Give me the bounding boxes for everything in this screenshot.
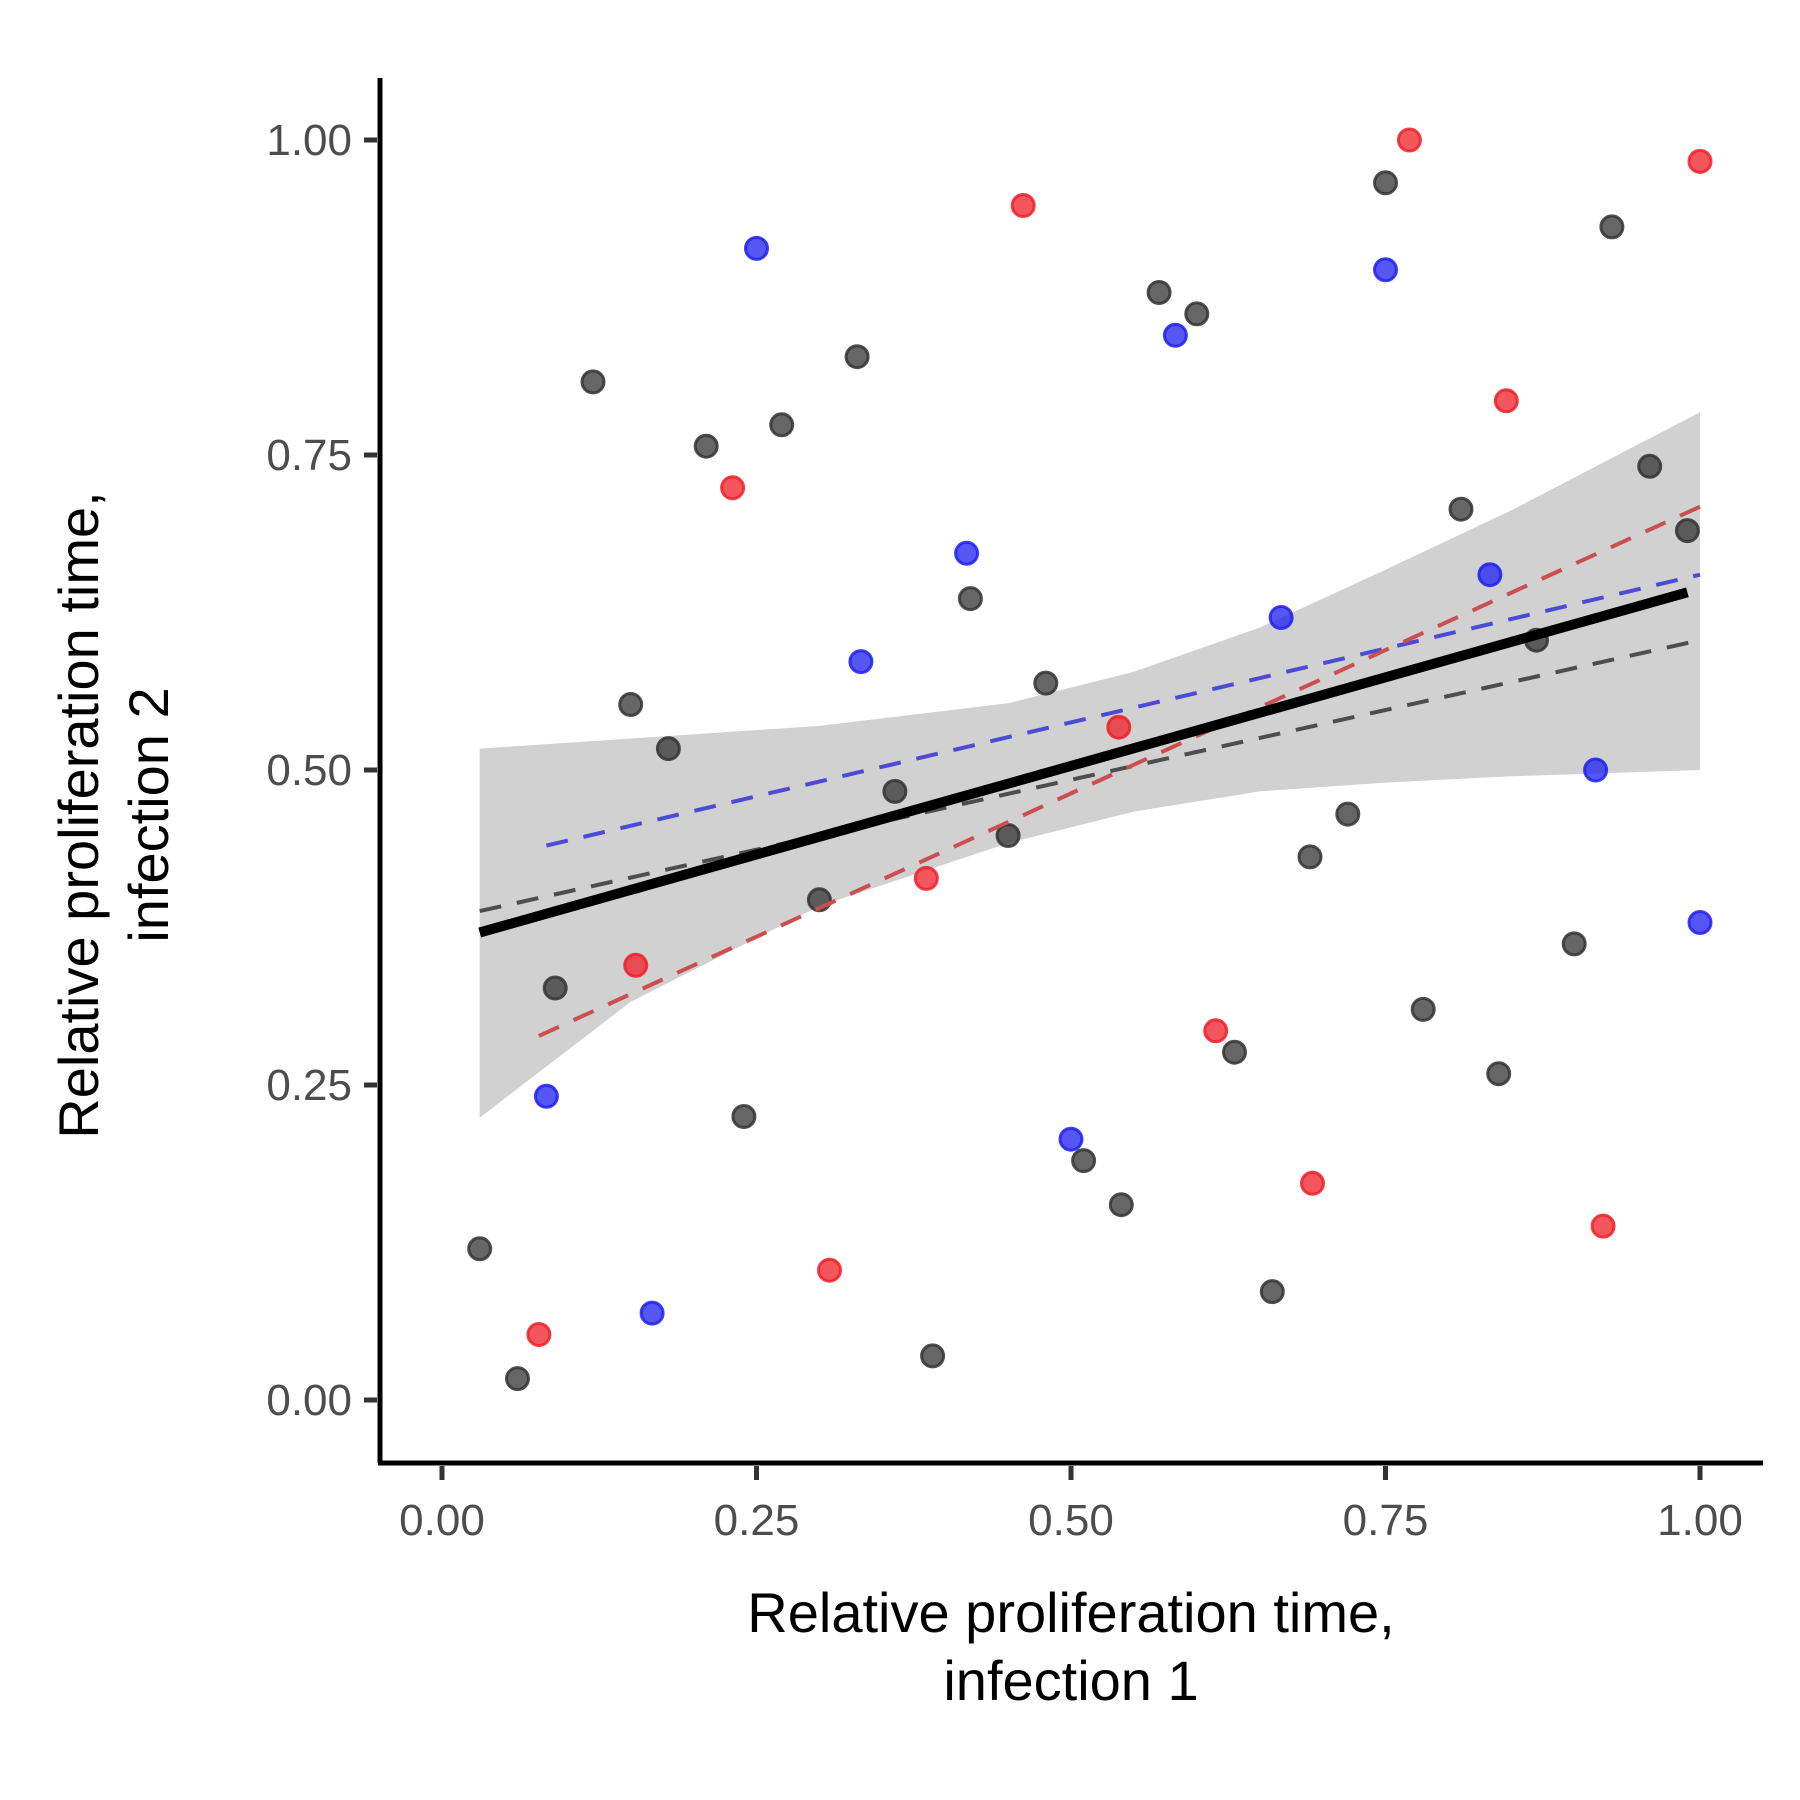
data-point-series-1-4 (954, 540, 980, 566)
y-tick-label-1: 0.25 (266, 1061, 352, 1110)
x-tick-label-3: 0.75 (1343, 1496, 1429, 1545)
x-axis-title-line-1: Relative proliferation time, (747, 1581, 1394, 1644)
x-tick-label-2: 0.50 (1028, 1496, 1114, 1545)
data-point-series-2-9 (1396, 127, 1422, 153)
data-point-series-2-6 (1106, 714, 1132, 740)
data-point-series-2-8 (1300, 1170, 1325, 1196)
data-point-series-1-11 (1687, 910, 1713, 935)
data-point-series-0-31 (1637, 453, 1663, 479)
data-point-series-0-5 (655, 736, 681, 762)
data-point-series-0-0 (467, 1236, 493, 1262)
overall-fit-line (478, 587, 1689, 938)
fit-line-series-0 (479, 638, 1701, 914)
y-tick-label-0: 0.00 (266, 1376, 352, 1425)
data-point-series-0-32 (1674, 518, 1700, 544)
x-tick-label-4: 1.00 (1657, 1496, 1743, 1545)
data-point-series-0-24 (1373, 170, 1398, 196)
data-point-series-2-1 (623, 952, 649, 978)
y-tick-label-2: 0.50 (266, 746, 352, 795)
y-tick-label-4: 1.00 (266, 116, 352, 165)
data-point-series-2-4 (913, 865, 939, 891)
data-point-series-0-14 (995, 823, 1021, 848)
data-point-series-0-8 (769, 412, 795, 438)
data-point-series-2-0 (526, 1322, 552, 1347)
data-point-series-2-5 (1010, 193, 1036, 218)
y-tick-label-3: 0.75 (266, 431, 352, 480)
data-point-series-0-13 (957, 586, 983, 612)
data-point-series-2-11 (1590, 1213, 1616, 1239)
data-point-series-1-6 (1162, 322, 1188, 348)
data-point-series-0-25 (1410, 996, 1436, 1022)
data-point-series-0-15 (1033, 670, 1059, 696)
data-point-series-1-2 (744, 235, 769, 261)
data-point-series-0-7 (731, 1104, 757, 1129)
data-point-series-0-1 (505, 1366, 530, 1392)
data-point-series-0-3 (580, 369, 606, 395)
data-point-series-0-21 (1259, 1279, 1285, 1305)
data-point-series-0-6 (693, 433, 719, 459)
data-point-series-0-4 (618, 692, 644, 717)
data-point-series-2-2 (720, 475, 746, 501)
data-point-series-0-20 (1222, 1039, 1247, 1065)
y-axis-title-line-1: Relative proliferation time, (47, 491, 110, 1138)
data-point-series-1-9 (1477, 562, 1503, 588)
data-point-series-2-10 (1493, 388, 1519, 414)
data-point-series-0-12 (920, 1343, 946, 1369)
data-point-series-0-26 (1448, 496, 1474, 522)
data-point-series-0-17 (1108, 1192, 1134, 1218)
data-point-series-0-16 (1071, 1148, 1097, 1174)
data-point-series-1-10 (1583, 757, 1609, 783)
data-point-series-1-8 (1373, 257, 1398, 283)
x-tick-label-1: 0.25 (714, 1496, 800, 1545)
x-tick-label-0: 0.00 (399, 1496, 485, 1545)
data-point-series-0-11 (882, 778, 908, 804)
data-point-series-0-23 (1335, 801, 1361, 827)
data-point-series-1-0 (533, 1083, 559, 1109)
data-point-series-0-10 (844, 344, 870, 370)
data-point-series-0-22 (1297, 844, 1323, 870)
data-point-series-0-29 (1561, 931, 1587, 957)
data-point-series-2-3 (817, 1257, 842, 1283)
data-point-series-0-27 (1486, 1061, 1512, 1087)
data-point-series-1-3 (848, 649, 874, 675)
data-point-series-2-7 (1203, 1018, 1229, 1044)
fit-line-series-1 (545, 572, 1701, 848)
y-axis-title-line-2: infection 2 (117, 687, 180, 942)
data-point-series-0-2 (542, 975, 568, 1001)
data-point-series-0-19 (1184, 301, 1210, 327)
data-point-series-2-12 (1687, 148, 1713, 174)
data-point-series-1-7 (1268, 605, 1294, 630)
data-point-series-1-1 (639, 1300, 665, 1326)
data-point-series-0-30 (1599, 214, 1625, 240)
data-point-series-0-18 (1146, 280, 1172, 305)
data-point-series-1-5 (1058, 1126, 1084, 1152)
x-axis-title-line-2: infection 1 (943, 1649, 1198, 1712)
